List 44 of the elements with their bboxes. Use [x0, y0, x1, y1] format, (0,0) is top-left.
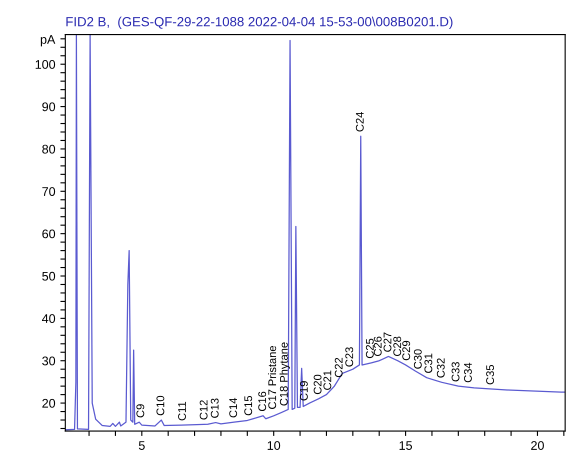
annotation: C25 — [366, 338, 374, 358]
y-tick-label: 60 — [42, 229, 56, 238]
y-tick-label: 50 — [42, 272, 56, 281]
annotation: C10 — [156, 396, 164, 416]
annotation: Phytane — [280, 342, 290, 382]
annotation: C14 — [229, 398, 238, 418]
annotation: C22 — [334, 358, 343, 378]
annotation: C15 — [244, 396, 252, 416]
annotation: C12 — [200, 400, 208, 420]
annotation: C9 — [136, 404, 144, 418]
annotation: C13 — [210, 398, 219, 418]
annotation: C29 — [402, 340, 410, 360]
annotation: C24 — [356, 112, 364, 132]
x-tick-label: 10 — [268, 441, 280, 450]
y-tick-label: 80 — [42, 144, 56, 154]
annotation: C11 — [178, 402, 186, 420]
annotation: C33 — [452, 362, 460, 382]
y-tick-label: 90 — [42, 102, 56, 112]
annotation: C30 — [414, 349, 422, 369]
annotation: C26 — [374, 336, 382, 356]
annotation: C27 — [384, 332, 392, 352]
annotation: C28 — [393, 336, 402, 356]
annotation: C17 — [268, 390, 276, 409]
y-tick-label: 40 — [42, 314, 56, 324]
annotation: C18 — [280, 386, 288, 406]
y-axis-title: pA — [40, 35, 56, 46]
x-tick-label: 5 — [138, 441, 145, 450]
annotation: Pristane — [268, 346, 276, 386]
y-tick-label: 20 — [42, 398, 56, 408]
chart-title: FID2 B, (GES-QF-29-22-1088 2022-04-04 15-53-00\008B0201.D) — [66, 16, 452, 29]
annotation: C34 — [464, 362, 472, 382]
y-tick-label: 100 — [36, 60, 56, 69]
annotation: C35 — [486, 365, 494, 384]
annotation: C31 — [424, 354, 432, 373]
annotation: C16 — [258, 392, 266, 412]
y-tick-label: 70 — [42, 187, 56, 196]
annotation: C20 — [314, 374, 322, 394]
annotation: C19 — [300, 381, 308, 400]
annotation: C21 — [323, 370, 332, 390]
y-tick-label: 30 — [42, 356, 56, 366]
annotation: C23 — [345, 347, 354, 367]
annotation: C32 — [436, 358, 445, 378]
x-tick-label: 15 — [400, 441, 412, 450]
x-tick-label: 20 — [531, 441, 544, 450]
